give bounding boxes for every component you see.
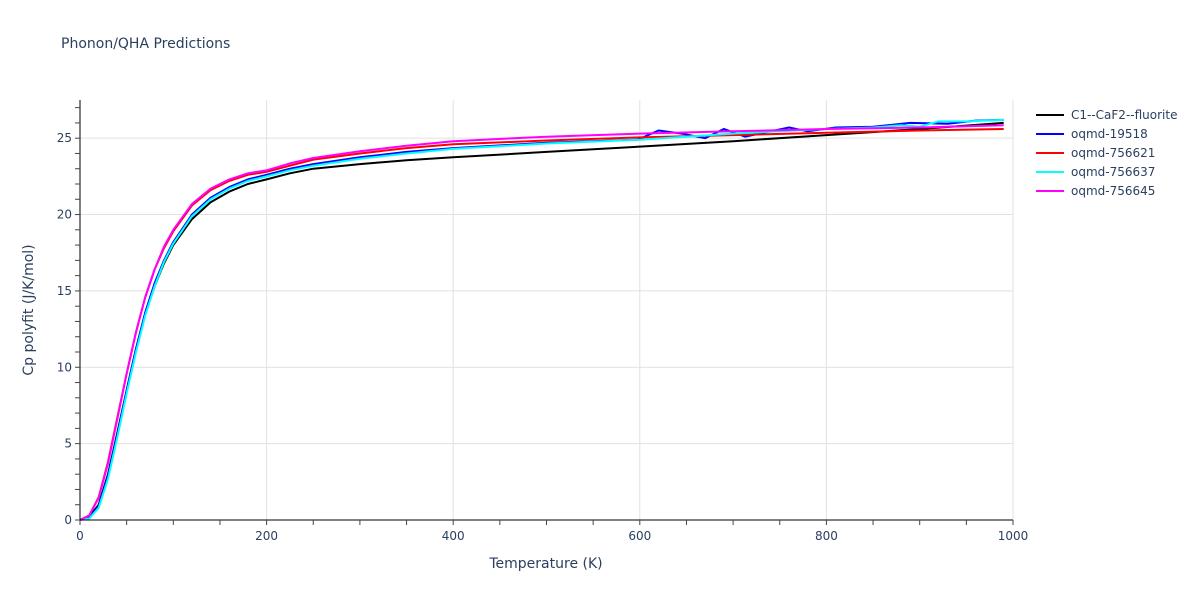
series-line — [79, 118, 1004, 521]
y-tick-label: 20 — [57, 208, 72, 222]
x-tick-label: 600 — [628, 529, 651, 543]
legend-item-c1-caf2-fluorite[interactable]: C1--CaF2--fluorite — [1036, 105, 1177, 124]
series-line — [79, 124, 1004, 521]
legend-label: C1--CaF2--fluorite — [1071, 107, 1178, 122]
x-tick-label: 800 — [815, 529, 838, 543]
series-lines — [79, 118, 1004, 521]
y-tick-label: 10 — [57, 360, 72, 374]
x-tick-label: 1000 — [998, 529, 1029, 543]
x-tick-label: 200 — [255, 529, 278, 543]
legend-item-oqmd-756645[interactable]: oqmd-756645 — [1036, 181, 1177, 200]
legend-item-oqmd-756637[interactable]: oqmd-756637 — [1036, 162, 1177, 181]
legend-swatch-icon — [1036, 113, 1064, 116]
axes: 0 200 400 600 800 1000 0 5 10 15 20 25 — [57, 100, 1029, 543]
legend-swatch-icon — [1036, 189, 1064, 192]
chart-title: Phonon/QHA Predictions — [61, 36, 231, 52]
legend: C1--CaF2--fluorite oqmd-19518 oqmd-75662… — [1036, 105, 1177, 200]
legend-label: oqmd-756621 — [1071, 145, 1156, 160]
x-tick-label: 0 — [76, 529, 84, 543]
gridlines — [80, 100, 1014, 520]
y-tick-label: 15 — [57, 284, 72, 298]
legend-label: oqmd-19518 — [1071, 126, 1148, 141]
x-axis-title: Temperature (K) — [488, 556, 602, 572]
y-tick-label: 5 — [64, 437, 72, 451]
x-tick-label: 400 — [442, 529, 465, 543]
series-line — [79, 128, 1004, 521]
y-tick-label: 25 — [57, 131, 72, 145]
series-line — [79, 121, 1004, 521]
legend-swatch-icon — [1036, 132, 1064, 135]
y-axis-title: Cp polyfit (J/K/mol) — [21, 244, 37, 375]
legend-label: oqmd-756645 — [1071, 183, 1156, 198]
legend-item-oqmd-756621[interactable]: oqmd-756621 — [1036, 143, 1177, 162]
y-tick-label: 0 — [64, 513, 72, 527]
legend-swatch-icon — [1036, 151, 1064, 154]
legend-item-oqmd-19518[interactable]: oqmd-19518 — [1036, 124, 1177, 143]
legend-swatch-icon — [1036, 170, 1064, 173]
legend-label: oqmd-756637 — [1071, 164, 1156, 179]
series-line — [79, 118, 1004, 521]
